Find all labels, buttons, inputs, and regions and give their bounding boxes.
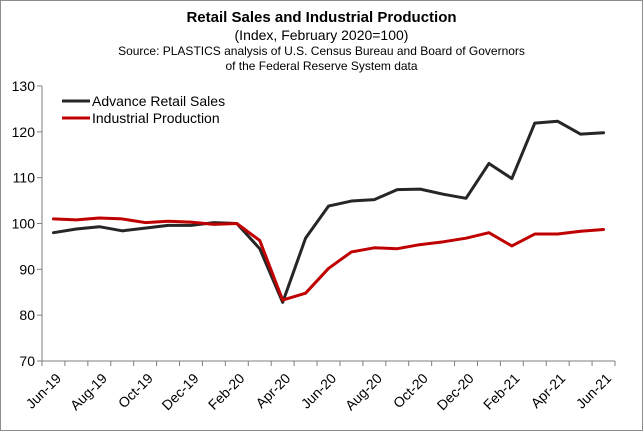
series-line-advance-retail-sales	[51, 119, 606, 304]
y-tick-label: 130	[12, 78, 36, 94]
legend-label: Industrial Production	[92, 110, 220, 126]
x-tick-label: Feb-20	[205, 370, 248, 413]
chart-title: Retail Sales and Industrial Production	[186, 9, 457, 26]
y-tick-label: 100	[12, 216, 36, 232]
y-tick-label: 120	[12, 124, 36, 140]
series-group	[51, 119, 606, 304]
x-tick-label: Jun-19	[23, 370, 65, 412]
chart-source-line-2: of the Federal Reserve System data	[225, 59, 418, 73]
x-tick-label: Aug-20	[342, 370, 385, 413]
x-tick-label: Dec-20	[434, 370, 477, 413]
title-block: Retail Sales and Industrial Production (…	[0, 8, 643, 74]
x-tick-label: Apr-21	[527, 370, 568, 411]
y-tick-label: 90	[19, 261, 35, 277]
x-tick-label: Oct-19	[115, 370, 156, 411]
x-tick-label: Feb-21	[480, 370, 523, 413]
y-tick-label: 110	[13, 170, 36, 186]
x-tick-label: Apr-20	[252, 370, 293, 411]
legend-label: Advance Retail Sales	[92, 93, 225, 109]
x-tick-label: Aug-19	[67, 370, 110, 413]
y-tick-label: 80	[19, 307, 35, 323]
series-line-industrial-production	[51, 216, 606, 302]
y-tick-label: 70	[19, 353, 35, 369]
x-tick-label: Jun-21	[573, 370, 615, 412]
x-tick-label: Dec-19	[158, 370, 201, 413]
x-tick-label: Oct-20	[390, 370, 431, 411]
chart-subtitle: (Index, February 2020=100)	[234, 27, 409, 43]
x-tick-label: Jun-20	[298, 370, 340, 412]
chart-source-line-1: Source: PLASTICS analysis of U.S. Census…	[118, 44, 525, 58]
